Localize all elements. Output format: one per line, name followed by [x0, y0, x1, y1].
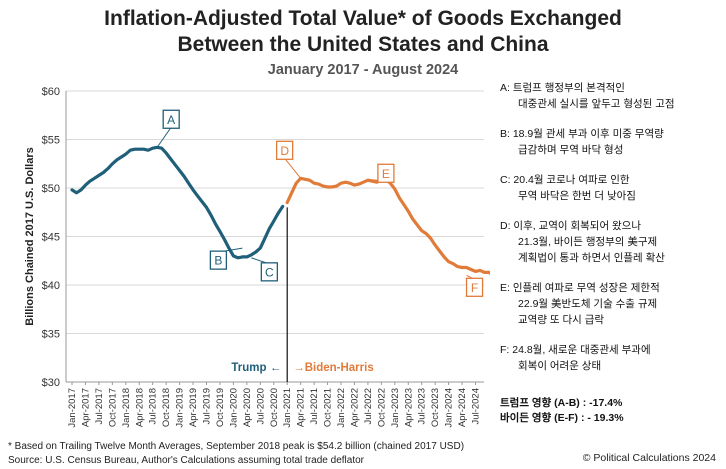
- y-tick-label: $30: [42, 377, 60, 389]
- x-tick-label: Apr-2023: [403, 388, 414, 427]
- legend-biden: →Biden-Harris: [293, 362, 374, 374]
- chart-title: Inflation-Adjusted Total Value* of Goods…: [0, 6, 726, 58]
- annotation-box-B: [209, 250, 228, 270]
- x-tick-label: Oct-2020: [269, 388, 280, 427]
- note-3-row1: D: 이후, 교역이 회복되어 왔으나: [500, 220, 642, 232]
- y-tick-label: $60: [42, 86, 60, 98]
- annotation-label-F: F: [471, 281, 478, 295]
- x-tick-label: Oct-2021: [323, 388, 334, 427]
- annotation-leader-A: [156, 126, 172, 148]
- y-tick-label: $50: [42, 183, 60, 195]
- x-tick-label: Jul-2019: [202, 388, 213, 424]
- x-tick-label: Oct-2023: [430, 388, 441, 427]
- x-tick-label: Jul-2022: [363, 388, 374, 424]
- x-tick-label: Jan-2024: [444, 388, 455, 428]
- annotation-box-E: [377, 163, 395, 183]
- x-tick-label: Apr-2020: [242, 388, 253, 427]
- note-4: E: 인플레 여파로 무역 성장은 제한적 22.9월 美반도체 기술 수출 규제…: [500, 280, 722, 328]
- annotation-box-D: [276, 140, 294, 160]
- effect-biden: 바이든 영향 (E-F) : - 19.3%: [500, 412, 624, 424]
- note-3-row2: 21.3월, 바이든 행정부의 美구제: [518, 236, 658, 248]
- x-tick-label: Oct-2022: [376, 388, 387, 427]
- line-chart: $30 $35 $40 $45 $50 $55 $60 Billions Chained 20…: [24, 86, 490, 428]
- title-line-1: Inflation-Adjusted Total Value* of Goods…: [104, 7, 622, 30]
- annotation-label-A: A: [167, 113, 175, 127]
- x-tick-label: Jan-2022: [336, 388, 347, 428]
- effects-summary: 트럼프 영향 (A-B) : -17.4% 바이든 영향 (E-F) : - 1…: [500, 396, 624, 426]
- series-line-trump: [70, 145, 285, 260]
- annotation-label-E: E: [382, 167, 390, 181]
- x-tick-label: Apr-2022: [349, 388, 360, 427]
- x-tick-label: Jan-2019: [175, 388, 186, 428]
- x-tick-label: Jan-2021: [282, 388, 293, 428]
- note-2-row1: C: 20.4월 코로나 여파로 인한: [500, 174, 630, 186]
- note-0-row1: A: 트럼프 행정부의 본격적인: [500, 82, 625, 94]
- note-1-row1: B: 18.9월 관세 부과 이후 미중 무역량: [500, 128, 664, 140]
- note-0-row2: 대중관세 실시를 앞두고 형성된 고점: [518, 98, 675, 110]
- x-tick-label: Oct-2018: [161, 388, 172, 427]
- note-1-row2: 급감하며 무역 바닥 형성: [518, 144, 624, 156]
- annotation-label-B: B: [214, 254, 222, 268]
- x-tick-label: Jul-2021: [309, 388, 320, 424]
- annotation-box-A: [162, 109, 180, 129]
- x-tick-label: Jan-2023: [390, 388, 401, 428]
- note-2-row2: 무역 바닥은 한번 더 낮아짐: [518, 190, 636, 202]
- x-tick-label: Apr-2018: [134, 388, 145, 427]
- annotation-leader-D: [284, 157, 302, 179]
- x-tick-label: Apr-2017: [80, 388, 91, 427]
- x-tick-label: Jul-2020: [255, 388, 266, 424]
- annotation-box-C: [260, 262, 278, 282]
- note-4-row3: 교역량 또 다시 급락: [518, 314, 605, 326]
- copyright-credit: © Political Calculations 2024: [582, 452, 716, 464]
- x-tick-label: Apr-2019: [188, 388, 199, 427]
- annotation-box-F: [465, 277, 484, 297]
- title-line-2: Between the United States and China: [177, 33, 549, 56]
- y-tick-label: $40: [42, 280, 60, 292]
- x-tick-label: Oct-2017: [107, 388, 118, 427]
- x-tick-label: Jul-2018: [148, 388, 159, 424]
- note-4-row1: E: 인플레 여파로 무역 성장은 제한적: [500, 282, 660, 294]
- series-line-biden: [285, 176, 490, 275]
- note-5-row1: F: 24.8월, 새로운 대중관세 부과에: [500, 344, 651, 356]
- annotation-label-D: D: [280, 144, 289, 158]
- x-tick-label: Apr-2024: [457, 388, 468, 427]
- legend-trump: Trump ←: [231, 362, 281, 374]
- effect-trump: 트럼프 영향 (A-B) : -17.4%: [500, 397, 623, 409]
- x-tick-label: Oct-2019: [215, 388, 226, 427]
- x-tick-label: Apr-2021: [296, 388, 307, 427]
- x-tick-label: Jul-2023: [417, 388, 428, 424]
- chart-subtitle: January 2017 - August 2024: [267, 62, 459, 78]
- y-axis-label: Billions Chained 2017 U.S. Dollars: [24, 147, 36, 326]
- footnote-basis: * Based on Trailing Twelve Month Average…: [8, 441, 465, 452]
- x-tick-label: Jan-2020: [228, 388, 239, 428]
- x-tick-label: Jul-2017: [94, 388, 105, 424]
- note-5-row2: 회복이 어려운 상태: [518, 360, 602, 372]
- annotation-label-C: C: [265, 265, 274, 279]
- x-tick-label: Jul-2024: [471, 388, 482, 424]
- y-tick-label: $45: [42, 232, 60, 244]
- x-tick-label: Jan-2018: [121, 388, 132, 428]
- footnote-source: Source: U.S. Census Bureau, Author's Cal…: [8, 455, 364, 466]
- note-4-row2: 22.9월 美반도체 기술 수출 규제: [518, 298, 658, 310]
- x-tick-label: Jan-2017: [67, 388, 78, 428]
- note-3-row3: 계획법이 통과 하면서 인플레 확산: [518, 252, 665, 264]
- y-tick-label: $55: [42, 135, 60, 147]
- y-tick-label: $35: [42, 329, 60, 341]
